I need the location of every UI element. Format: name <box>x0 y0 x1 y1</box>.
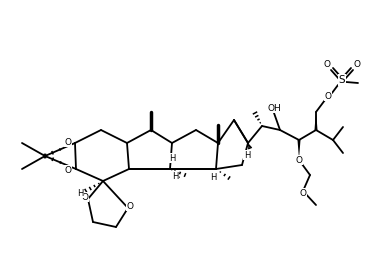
Text: O: O <box>82 192 88 202</box>
Text: O: O <box>65 138 71 147</box>
Text: O: O <box>323 59 331 68</box>
Text: O: O <box>296 155 303 165</box>
Text: O: O <box>324 91 332 101</box>
Polygon shape <box>314 112 317 130</box>
Polygon shape <box>297 140 300 157</box>
Text: H: H <box>169 153 175 163</box>
Text: O: O <box>300 188 306 197</box>
Text: S: S <box>339 75 345 85</box>
Text: H: H <box>77 188 83 197</box>
Text: H: H <box>210 173 216 182</box>
Text: OH: OH <box>267 103 281 113</box>
Text: O: O <box>126 202 133 210</box>
Text: H: H <box>172 172 178 180</box>
Text: O: O <box>65 165 71 175</box>
Text: O: O <box>353 59 361 68</box>
Text: H: H <box>244 150 250 160</box>
